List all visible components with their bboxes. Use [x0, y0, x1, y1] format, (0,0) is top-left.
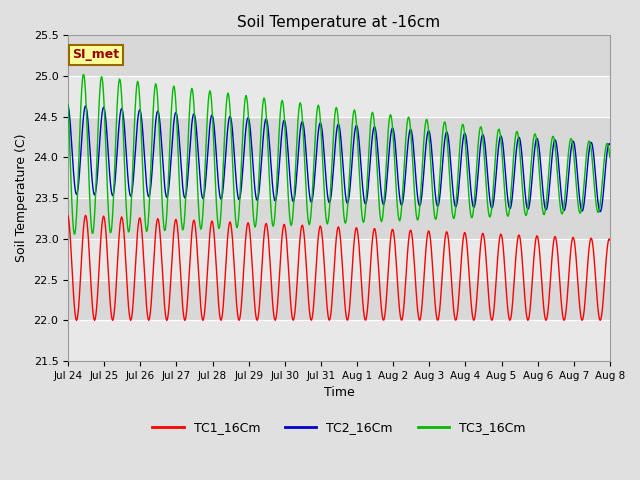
Legend: TC1_16Cm, TC2_16Cm, TC3_16Cm: TC1_16Cm, TC2_16Cm, TC3_16Cm	[147, 416, 531, 439]
Bar	[68, 117, 610, 157]
Bar	[68, 157, 610, 198]
Bar	[68, 239, 610, 280]
Text: SI_met: SI_met	[72, 48, 120, 61]
Title: Soil Temperature at -16cm: Soil Temperature at -16cm	[237, 15, 440, 30]
Bar	[68, 76, 610, 117]
Y-axis label: Soil Temperature (C): Soil Temperature (C)	[15, 134, 28, 263]
Bar	[68, 280, 610, 320]
X-axis label: Time: Time	[324, 386, 355, 399]
Bar	[68, 36, 610, 76]
Bar	[68, 198, 610, 239]
Bar	[68, 320, 610, 361]
